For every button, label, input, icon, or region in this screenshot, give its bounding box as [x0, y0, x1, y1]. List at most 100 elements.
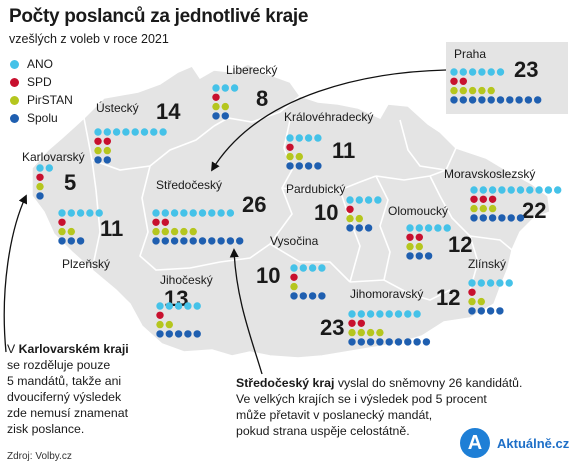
seat-dot-karlovarsky-spd: [36, 173, 44, 181]
seat-dot-pardubicky-pirstan: [355, 214, 363, 223]
seat-dot-ustecky-ano: [122, 128, 130, 136]
stredocesky-note-line3: může přetavit v poslanecký mandát,: [236, 408, 433, 422]
karlovarsky-note-line1a: V: [7, 342, 19, 356]
legend-swatch-ano: [10, 59, 19, 69]
seat-dot-stredocesky-spolu: [217, 237, 225, 245]
seat-dot-jihomoravsky-pirstan: [376, 328, 384, 337]
karlovarsky-note-line3: 5 mandátů, takže ani: [7, 374, 122, 388]
seat-dot-jihocesky-spd: [156, 311, 164, 319]
seat-dot-plzensky-spolu: [67, 237, 76, 245]
region-total-stredocesky: 26: [242, 192, 266, 217]
seat-dot-stredocesky-pirstan: [161, 227, 169, 236]
seat-dot-stredocesky-pirstan: [189, 227, 197, 236]
region-total-pardubicky: 10: [314, 200, 338, 225]
brand-logo[interactable]: A Aktuálně.cz: [460, 428, 569, 458]
seat-dot-praha-pirstan: [478, 86, 486, 95]
seat-dot-vysocina-ano: [290, 264, 298, 272]
seat-dot-kralovehradecky-ano: [286, 134, 294, 142]
seat-dot-moravskoslezsky-spolu: [470, 214, 478, 222]
region-name-zlinsky: Zlínský: [468, 257, 506, 271]
seat-dot-kralovehradecky-ano: [295, 134, 303, 142]
seat-dot-jihomoravsky-spolu: [357, 338, 365, 346]
seat-dot-olomoucky-spd: [415, 233, 423, 241]
seat-dot-jihomoravsky-ano: [413, 310, 421, 318]
seat-dot-stredocesky-spolu: [198, 237, 207, 245]
legend-label-spolu: Spolu: [27, 111, 58, 125]
karlovarsky-note-line4: dvouciferný výsledek: [7, 390, 122, 404]
stredocesky-note-line4: pokud strana uspěje celostátně.: [236, 424, 410, 438]
seat-dot-praha-spolu: [468, 96, 477, 104]
seat-dot-pardubicky-pirstan: [346, 214, 354, 223]
seat-dot-praha-ano: [496, 68, 505, 76]
legend-swatch-spolu: [10, 113, 19, 123]
seat-dot-moravskoslezsky-spolu: [507, 214, 515, 222]
seat-dot-jihomoravsky-spd: [348, 319, 356, 327]
region-total-kralovehradecky: 11: [332, 138, 355, 163]
region-name-karlovarsky: Karlovarský: [22, 150, 85, 164]
seat-dot-moravskoslezsky-spolu: [498, 214, 506, 222]
seat-dot-moravskoslezsky-pirstan: [479, 204, 487, 213]
legend: ANO SPD PirSTAN Spolu: [10, 56, 73, 128]
seat-dot-jihocesky-spolu: [184, 330, 192, 338]
region-name-praha: Praha: [454, 47, 486, 61]
seat-dot-vysocina-spolu: [299, 292, 307, 300]
seat-dot-kralovehradecky-pirstan: [286, 152, 294, 161]
seat-dot-liberecky-ano: [230, 84, 239, 92]
seat-dot-olomoucky-ano: [434, 224, 442, 232]
seat-dot-jihomoravsky-spolu: [376, 338, 384, 346]
seat-dot-jihomoravsky-pirstan: [366, 328, 375, 337]
seat-dot-ustecky-ano: [94, 128, 102, 136]
seat-dot-ustecky-ano: [112, 128, 121, 136]
seat-dot-pardubicky-ano: [374, 196, 382, 204]
seat-dot-karlovarsky-spolu: [36, 192, 44, 200]
region-name-pardubicky: Pardubický: [286, 182, 345, 196]
seat-dot-stredocesky-ano: [180, 209, 188, 217]
seat-dot-moravskoslezsky-ano: [488, 186, 497, 194]
seat-dot-olomoucky-ano: [415, 224, 423, 232]
seat-dot-karlovarsky-ano: [36, 164, 44, 172]
seat-dot-kralovehradecky-spolu: [286, 162, 294, 170]
seat-dot-plzensky-pirstan: [67, 227, 76, 236]
seat-dot-vysocina-ano: [299, 264, 307, 272]
seat-dot-jihomoravsky-spolu: [404, 338, 412, 346]
seat-dot-stredocesky-pirstan: [180, 227, 188, 236]
seat-dot-ustecky-spd: [94, 137, 102, 145]
seat-dot-moravskoslezsky-ano: [470, 186, 478, 194]
seat-dot-jihomoravsky-ano: [348, 310, 356, 318]
legend-item-spd: SPD: [10, 74, 73, 90]
region-total-liberecky: 8: [256, 86, 268, 111]
seat-dot-jihocesky-ano: [165, 302, 173, 310]
seat-dot-stredocesky-ano: [208, 209, 216, 217]
seat-dot-pardubicky-spd: [346, 205, 354, 213]
seat-dot-liberecky-ano: [212, 84, 220, 92]
seat-dot-moravskoslezsky-spd: [488, 195, 497, 203]
region-borders: [83, 95, 513, 301]
karlovarsky-note-line1b: Karlovarském kraji: [18, 342, 129, 356]
seat-dot-kralovehradecky-pirstan: [295, 152, 303, 161]
seat-dot-ustecky-pirstan: [94, 146, 102, 155]
seat-dot-stredocesky-ano: [189, 209, 197, 217]
seat-dot-praha-ano: [459, 68, 467, 76]
seat-dot-moravskoslezsky-spd: [470, 195, 478, 203]
region-total-jihomoravsky: 23: [320, 315, 344, 340]
seat-dot-moravskoslezsky-ano: [554, 186, 562, 194]
seat-dot-jihocesky-spolu: [174, 330, 183, 338]
seat-dot-jihomoravsky-spolu: [422, 338, 431, 346]
seat-dot-zlinsky-pirstan: [477, 297, 485, 306]
seat-dot-jihomoravsky-pirstan: [348, 328, 356, 337]
seat-dot-kralovehradecky-ano: [304, 134, 313, 142]
stredocesky-note-line1a: Středočeský kraj: [236, 376, 335, 390]
seat-dot-pardubicky-spolu: [346, 224, 354, 232]
seat-dot-zlinsky-spolu: [486, 307, 495, 315]
seat-dot-moravskoslezsky-ano: [535, 186, 543, 194]
region-name-vysocina: Vysočina: [270, 234, 319, 248]
seat-dot-plzensky-ano: [95, 209, 103, 217]
seat-dot-vysocina-pirstan: [290, 282, 298, 291]
legend-label-pirstan: PirSTAN: [27, 93, 73, 107]
seat-dot-praha-spolu: [524, 96, 533, 104]
seat-dot-stredocesky-spolu: [226, 237, 235, 245]
seat-dot-jihomoravsky-spolu: [413, 338, 421, 346]
seat-dot-stredocesky-ano: [198, 209, 207, 217]
seat-dot-olomoucky-ano: [406, 224, 414, 232]
